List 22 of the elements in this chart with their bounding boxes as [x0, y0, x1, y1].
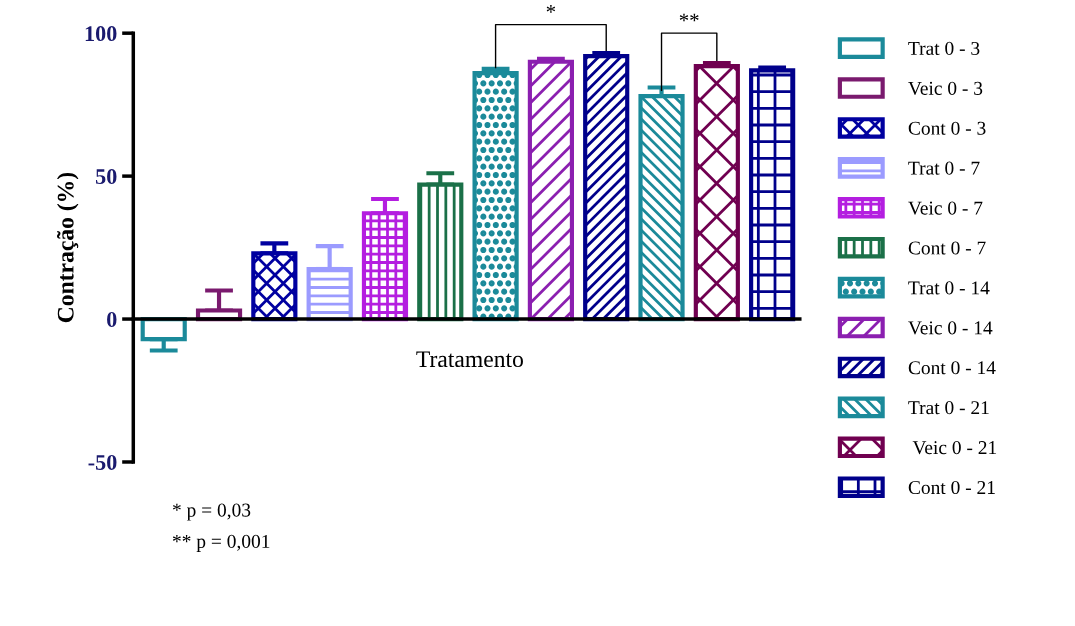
y-axis-title: Contração (%) — [56, 172, 79, 323]
legend-label: Veic 0 - 21 — [912, 441, 997, 455]
legend-label: Cont 0 - 3 — [908, 121, 986, 135]
legend-label: Trat 0 - 7 — [908, 161, 980, 175]
y-tick-label: 100 — [85, 26, 117, 42]
x-axis-title: Tratamento — [416, 351, 523, 368]
legend-label: Trat 0 - 21 — [908, 401, 989, 415]
legend-label: Trat 0 - 3 — [908, 41, 980, 55]
y-tick-label: 0 — [107, 311, 117, 327]
legend-label: Cont 0 - 21 — [908, 480, 995, 495]
legend-label: Veic 0 - 14 — [908, 321, 993, 335]
text: ** p = 0,001 — [172, 534, 270, 552]
y-tick-label: 50 — [95, 169, 117, 185]
legend-label: Veic 0 - 3 — [908, 81, 983, 95]
text: * — [546, 5, 556, 13]
legend-label: Cont 0 - 7 — [908, 241, 986, 255]
legend-label: Veic 0 - 7 — [908, 201, 983, 215]
legend-label: Trat 0 - 14 — [908, 281, 990, 295]
y-tick-label: -50 — [88, 454, 117, 470]
text: ** — [679, 13, 699, 22]
text: * p = 0,03 — [172, 503, 251, 521]
legend-label: Cont 0 - 14 — [908, 361, 996, 375]
